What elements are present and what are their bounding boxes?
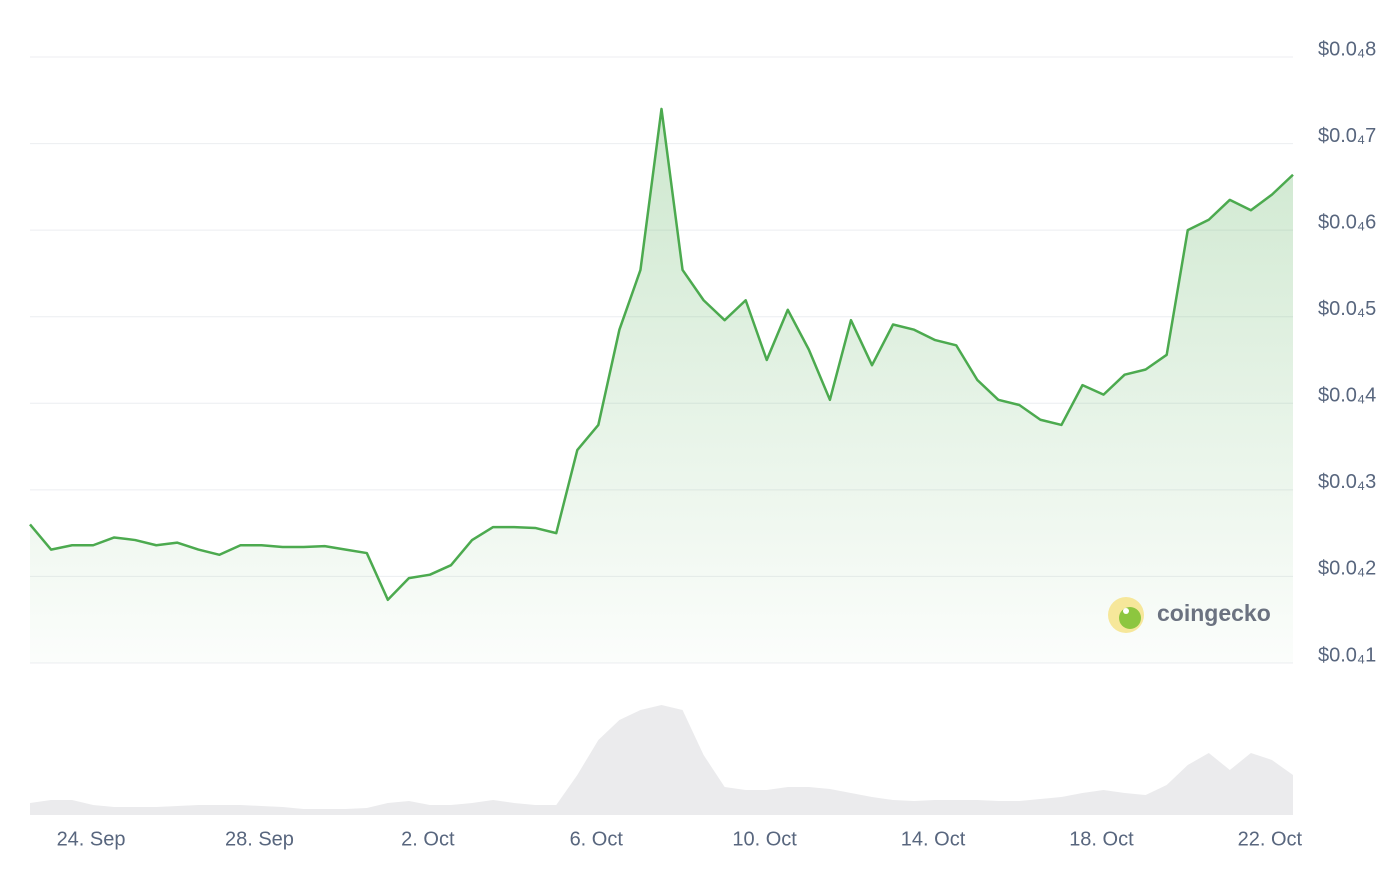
watermark: coingecko	[1108, 597, 1271, 633]
y-tick-label: $0.0₄8	[1318, 38, 1376, 60]
watermark-text: coingecko	[1157, 600, 1271, 626]
y-tick-label: $0.0₄5	[1318, 298, 1376, 320]
x-tick-label: 10. Oct	[732, 828, 797, 850]
x-tick-label: 18. Oct	[1069, 828, 1134, 850]
logo-icon	[1119, 607, 1141, 629]
y-tick-label: $0.0₄2	[1318, 558, 1376, 580]
y-tick-label: $0.0₄4	[1318, 385, 1376, 407]
logo-icon	[1123, 608, 1129, 614]
x-tick-label: 22. Oct	[1238, 828, 1303, 850]
price-area	[30, 108, 1293, 663]
y-tick-label: $0.0₄3	[1318, 471, 1376, 493]
price-line	[29, 107, 1294, 602]
x-tick-label: 24. Sep	[57, 828, 126, 850]
x-tick-label: 28. Sep	[225, 828, 294, 850]
y-tick-label: $0.0₄1	[1318, 644, 1376, 666]
volume-area	[30, 705, 1293, 815]
x-tick-label: 2. Oct	[401, 828, 455, 850]
y-tick-label: $0.0₄7	[1318, 125, 1376, 147]
x-tick-label: 14. Oct	[901, 828, 966, 850]
y-tick-label: $0.0₄6	[1318, 211, 1376, 233]
x-tick-label: 6. Oct	[570, 828, 624, 850]
